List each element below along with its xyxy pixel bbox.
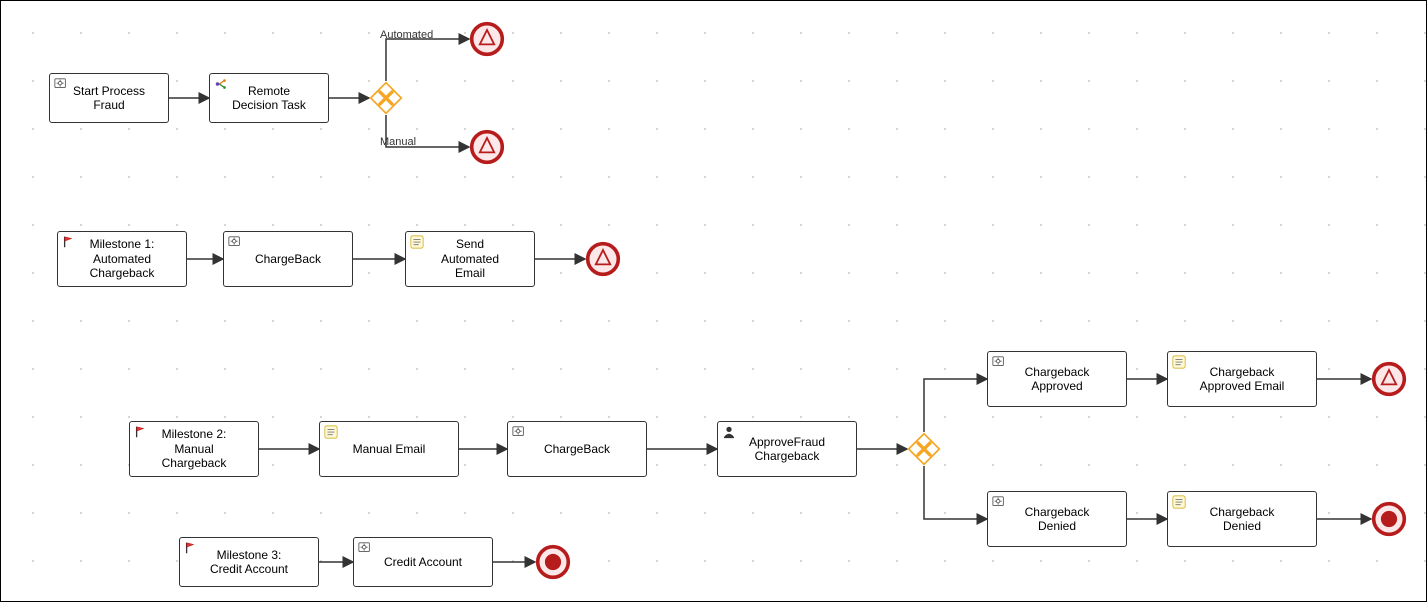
script-task-icon <box>1172 355 1186 369</box>
service-task-icon <box>992 355 1006 369</box>
task-label: RemoteDecision Task <box>214 84 324 113</box>
milestone-flag-icon <box>184 541 198 555</box>
task-label: Milestone 1:AutomatedChargeback <box>62 237 182 280</box>
end-error-event-icon <box>469 21 505 57</box>
flow-edge <box>386 39 469 81</box>
task-cb_approved_email[interactable]: ChargebackApproved Email <box>1167 351 1317 407</box>
task-label: ChargebackApproved Email <box>1172 365 1312 394</box>
service-task-icon <box>358 541 372 555</box>
task-label: ChargebackDenied <box>1172 505 1312 534</box>
service-task-icon <box>228 235 242 249</box>
service-task-icon <box>512 425 526 439</box>
user-task-icon <box>722 425 736 439</box>
task-label: Start ProcessFraud <box>54 84 164 113</box>
milestone-flag-icon <box>134 425 148 439</box>
task-manual_email[interactable]: Manual Email <box>319 421 459 477</box>
end-error-err_auto_email[interactable] <box>585 241 621 277</box>
milestone-flag-icon <box>62 235 76 249</box>
milestone-flag-icon <box>184 541 198 555</box>
task-remote_decision[interactable]: RemoteDecision Task <box>209 73 329 123</box>
task-cb_denied[interactable]: ChargebackDenied <box>987 491 1127 547</box>
service-task-icon <box>512 425 526 439</box>
task-cb_approved[interactable]: ChargebackApproved <box>987 351 1127 407</box>
decision-flow-icon <box>214 77 228 91</box>
milestone-flag-icon <box>62 235 76 249</box>
task-ms2[interactable]: Milestone 2:ManualChargeback <box>129 421 259 477</box>
service-task-icon <box>54 77 68 91</box>
end-error-event-icon <box>469 129 505 165</box>
service-task-icon <box>992 355 1006 369</box>
task-chargeback1[interactable]: ChargeBack <box>223 231 353 287</box>
task-label: ChargebackApproved <box>992 365 1122 394</box>
task-cb_denied_email[interactable]: ChargebackDenied <box>1167 491 1317 547</box>
script-task-icon <box>410 235 424 249</box>
script-task-icon <box>1172 495 1186 509</box>
task-approve_fraud[interactable]: ApproveFraudChargeback <box>717 421 857 477</box>
script-task-icon <box>410 235 424 249</box>
task-label: Credit Account <box>358 555 488 569</box>
user-task-icon <box>722 425 736 439</box>
task-label: ChargeBack <box>228 252 348 266</box>
task-send_auto_email[interactable]: SendAutomatedEmail <box>405 231 535 287</box>
task-label: Milestone 2:ManualChargeback <box>134 427 254 470</box>
task-label: Milestone 3:Credit Account <box>184 548 314 577</box>
flow-edge <box>924 379 987 432</box>
end-error-event-icon <box>585 241 621 277</box>
service-task-icon <box>358 541 372 555</box>
task-ms3[interactable]: Milestone 3:Credit Account <box>179 537 319 587</box>
exclusive-gateway-icon <box>369 81 403 115</box>
script-task-icon <box>324 425 338 439</box>
end-terminate-event-icon <box>1371 501 1407 537</box>
task-label: ChargebackDenied <box>992 505 1122 534</box>
task-ms1[interactable]: Milestone 1:AutomatedChargeback <box>57 231 187 287</box>
service-task-icon <box>992 495 1006 509</box>
end-error-err_cb_approved[interactable] <box>1371 361 1407 397</box>
end-error-err_auto[interactable] <box>469 21 505 57</box>
script-task-icon <box>324 425 338 439</box>
script-task-icon <box>1172 495 1186 509</box>
task-label: Manual Email <box>324 442 454 456</box>
service-task-icon <box>54 77 68 91</box>
end-error-err_manual[interactable] <box>469 129 505 165</box>
task-label: SendAutomatedEmail <box>410 237 530 280</box>
gateway-gw1[interactable] <box>369 81 403 115</box>
task-label: ChargeBack <box>512 442 642 456</box>
end-error-event-icon <box>1371 361 1407 397</box>
task-label: ApproveFraudChargeback <box>722 435 852 464</box>
task-start_fraud[interactable]: Start ProcessFraud <box>49 73 169 123</box>
end-terminate-event-icon <box>535 544 571 580</box>
edge-label: Automated <box>380 29 433 41</box>
milestone-flag-icon <box>134 425 148 439</box>
flow-edge <box>924 466 987 519</box>
service-task-icon <box>992 495 1006 509</box>
exclusive-gateway-icon <box>907 432 941 466</box>
task-credit_account[interactable]: Credit Account <box>353 537 493 587</box>
service-task-icon <box>228 235 242 249</box>
decision-flow-icon <box>214 77 228 91</box>
edge-label: Manual <box>380 136 416 148</box>
gateway-gw2[interactable] <box>907 432 941 466</box>
bpmn-canvas[interactable]: Start ProcessFraud RemoteDecision Task Mil… <box>0 0 1427 602</box>
script-task-icon <box>1172 355 1186 369</box>
task-chargeback2[interactable]: ChargeBack <box>507 421 647 477</box>
end-terminate-end_terminate[interactable] <box>1371 501 1407 537</box>
end-terminate-end_terminate2[interactable] <box>535 544 571 580</box>
